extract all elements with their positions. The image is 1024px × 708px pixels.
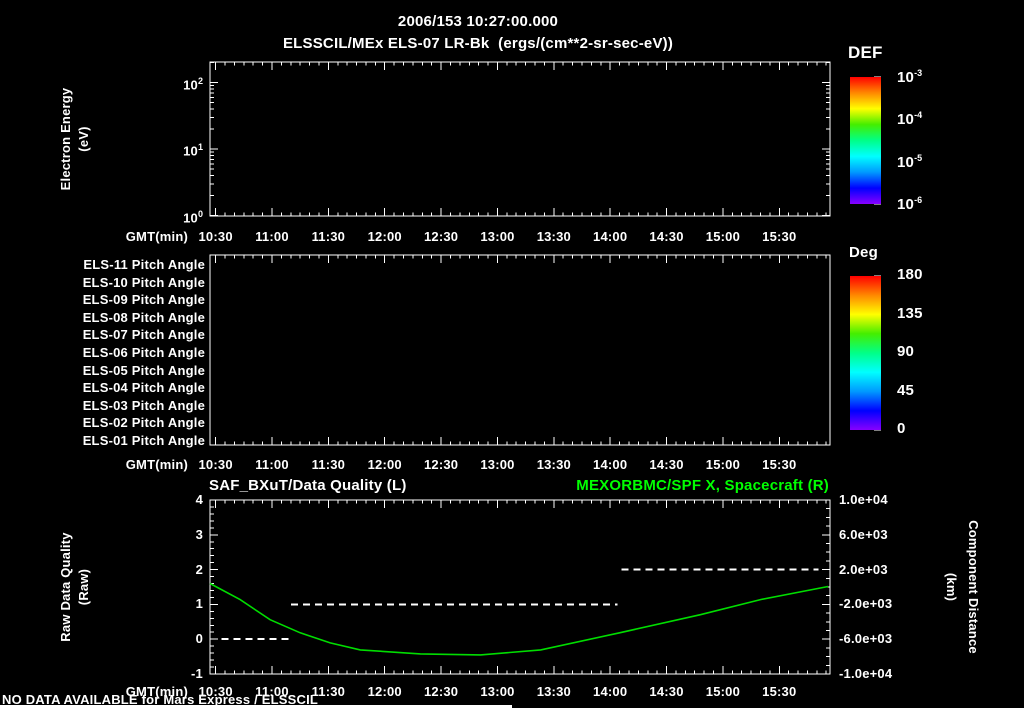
time-tick-label: 11:30 xyxy=(311,684,346,699)
panel1-ytick-label: 102 xyxy=(183,75,203,92)
gmt-label-panel2: GMT(min) xyxy=(125,457,188,472)
els-row-label: ELS-08 Pitch Angle xyxy=(82,309,205,325)
deg-cbar-label: 135 xyxy=(897,304,923,322)
deg-colorbar xyxy=(850,276,881,430)
panel3-left-ylabel: Raw Data Quality xyxy=(58,532,73,642)
time-tick-label: 13:00 xyxy=(480,684,515,699)
time-tick-label: 10:30 xyxy=(198,229,233,244)
time-tick-label: 13:30 xyxy=(536,229,571,244)
panel1-ytick-label: 101 xyxy=(183,142,203,159)
time-tick-label: 15:00 xyxy=(705,457,741,472)
panel3-left-tick-label: 1 xyxy=(195,596,203,612)
deg-cbar-label: 180 xyxy=(897,266,923,283)
els-row-label: ELS-02 Pitch Angle xyxy=(82,415,205,431)
time-tick-label: 13:30 xyxy=(536,457,571,472)
deg-cbar-label: 0 xyxy=(897,420,906,437)
panel3-title-left: SAF_BXuT/Data Quality (L) xyxy=(209,477,407,494)
panel3-left-tick-label: 3 xyxy=(195,526,203,542)
panel3-right-tick-label: -2.0e+03 xyxy=(839,596,893,612)
time-tick-label: 11:00 xyxy=(255,229,289,244)
panel3-right-tick-label: -1.0e+04 xyxy=(839,666,893,681)
deg-colorbar-title: Deg xyxy=(849,244,878,261)
def-colorbar-title: DEF xyxy=(848,43,883,62)
time-tick-label: 11:30 xyxy=(311,229,346,244)
panel3-right-tick-label: -6.0e+03 xyxy=(839,631,893,647)
panel3-right-tick-label: 2.0e+03 xyxy=(839,561,888,577)
no-data-notice: NO DATA AVAILABLE for Mars Express / ELS… xyxy=(2,692,319,707)
time-tick-label: 14:00 xyxy=(593,684,628,699)
gmt-label-panel3: GMT(min) xyxy=(125,684,188,699)
panel1-ylabel: Electron Energy xyxy=(58,87,73,191)
els-row-label: ELS-10 Pitch Angle xyxy=(82,274,205,290)
els-row-label: ELS-09 Pitch Angle xyxy=(82,292,205,308)
time-tick-label: 15:30 xyxy=(762,229,797,244)
title-datetime: 2006/153 10:27:00.000 xyxy=(397,13,559,30)
panel1-frame xyxy=(209,61,831,217)
time-tick-label: 14:00 xyxy=(593,229,628,244)
def-cbar-label: 10-6 xyxy=(897,195,923,213)
time-tick-label: 10:30 xyxy=(198,684,233,699)
deg-cbar-label: 45 xyxy=(897,381,915,399)
panel3-left-tick-label: 2 xyxy=(195,561,203,577)
time-tick-label: 14:00 xyxy=(593,457,628,472)
time-tick-label: 12:30 xyxy=(423,457,459,472)
time-tick-label: 13:00 xyxy=(480,457,515,472)
els-row-label: ELS-11 Pitch Angle xyxy=(83,257,205,272)
time-tick-label: 15:00 xyxy=(705,684,741,699)
panel3-title-right: MEXORBMC/SPF X, Spacecraft (R) xyxy=(576,477,829,494)
panel3-left-tick-label: 4 xyxy=(195,492,203,507)
deg-cbar-label: 90 xyxy=(897,343,915,360)
panel2-frame xyxy=(209,254,831,446)
panel1-ylabel-units: (eV) xyxy=(76,126,91,152)
def-colorbar xyxy=(850,77,881,204)
panel3-frame xyxy=(209,499,831,675)
time-tick-label: 14:30 xyxy=(649,229,684,244)
time-tick-label: 12:00 xyxy=(367,684,402,699)
def-cbar-label: 10-4 xyxy=(897,110,923,129)
def-cbar-label: 10-3 xyxy=(897,68,923,86)
panel3-right-ylabel: Component Distance xyxy=(966,520,981,654)
panel3-left-ylabel-units: (Raw) xyxy=(76,568,91,606)
time-tick-label: 14:30 xyxy=(649,684,684,699)
time-tick-label: 13:30 xyxy=(536,684,571,699)
title-instrument: ELSSCIL/MEx ELS-07 LR-Bk (ergs/(cm**2-sr… xyxy=(282,35,674,52)
time-tick-label: 11:00 xyxy=(255,457,289,472)
time-tick-label: 11:00 xyxy=(255,684,289,699)
panel1-ytick-label: 100 xyxy=(183,208,203,225)
panel3-left-tick-label: -1 xyxy=(191,666,203,681)
time-tick-label: 12:30 xyxy=(423,684,459,699)
def-cbar-label: 10-5 xyxy=(897,152,923,171)
panel3-right-tick-label: 6.0e+03 xyxy=(839,526,888,542)
gmt-label-panel1: GMT(min) xyxy=(125,229,188,244)
els-row-label: ELS-05 Pitch Angle xyxy=(82,362,205,378)
time-tick-label: 15:00 xyxy=(705,229,741,244)
bottom-strip xyxy=(0,705,512,708)
els-row-label: ELS-07 Pitch Angle xyxy=(82,327,205,343)
time-tick-label: 12:00 xyxy=(367,229,402,244)
time-tick-label: 15:30 xyxy=(762,457,797,472)
distance-curve xyxy=(209,582,829,656)
panel3-right-ylabel-units: (km) xyxy=(944,572,959,602)
time-tick-label: 13:00 xyxy=(480,229,515,244)
panel3-right-tick-label: 1.0e+04 xyxy=(839,492,888,507)
els-row-label: ELS-01 Pitch Angle xyxy=(82,433,205,448)
time-tick-label: 15:30 xyxy=(762,684,797,699)
time-tick-label: 10:30 xyxy=(198,457,233,472)
els-row-label: ELS-06 Pitch Angle xyxy=(82,345,205,360)
els-row-label: ELS-03 Pitch Angle xyxy=(82,397,205,413)
panel3-left-tick-label: 0 xyxy=(195,631,203,647)
els-row-label: ELS-04 Pitch Angle xyxy=(82,380,205,396)
time-tick-label: 11:30 xyxy=(311,457,346,472)
time-tick-label: 14:30 xyxy=(649,457,684,472)
time-tick-label: 12:00 xyxy=(367,457,402,472)
time-tick-label: 12:30 xyxy=(423,229,459,244)
